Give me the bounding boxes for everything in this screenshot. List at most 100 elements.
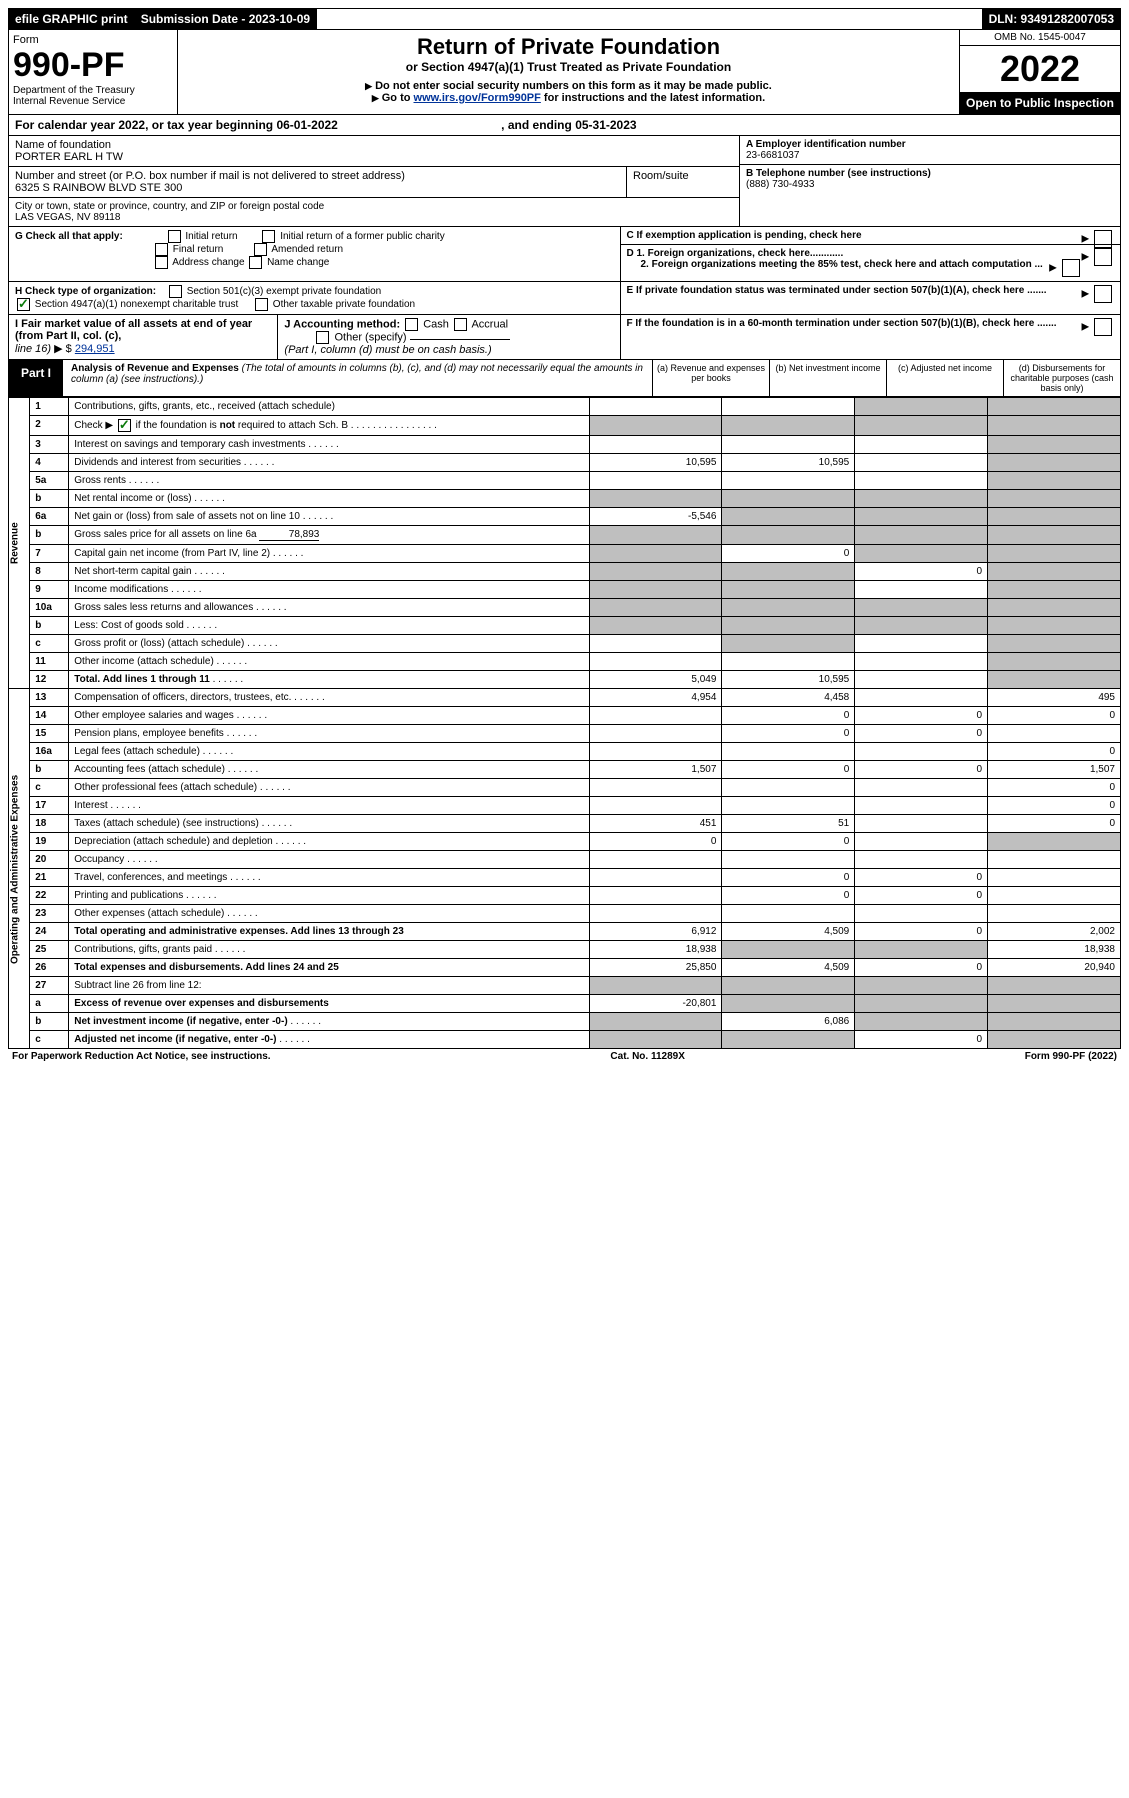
line-description: Excess of revenue over expenses and disb… xyxy=(69,995,589,1013)
amount-col-a: 4,954 xyxy=(589,689,722,707)
table-row: bLess: Cost of goods sold . . . . . . xyxy=(9,617,1121,635)
amount-col-b: 10,595 xyxy=(722,671,855,689)
line-description: Total operating and administrative expen… xyxy=(69,923,589,941)
opt-name: Name change xyxy=(267,257,329,268)
amount-col-b xyxy=(722,472,855,490)
cat-number: Cat. No. 11289X xyxy=(610,1051,684,1062)
amount-col-b xyxy=(722,905,855,923)
initial-former-checkbox[interactable] xyxy=(262,230,275,243)
table-row: 26Total expenses and disbursements. Add … xyxy=(9,959,1121,977)
h-other-checkbox[interactable] xyxy=(255,298,268,311)
ein-value: 23-6681037 xyxy=(746,150,1114,161)
addr-label: Number and street (or P.O. box number if… xyxy=(15,170,620,182)
name-label: Name of foundation xyxy=(15,139,733,151)
amended-checkbox[interactable] xyxy=(254,243,267,256)
table-row: 12Total. Add lines 1 through 11 . . . . … xyxy=(9,671,1121,689)
line-description: Occupancy . . . . . . xyxy=(69,851,589,869)
address-change-checkbox[interactable] xyxy=(155,256,168,269)
amount-col-d xyxy=(988,398,1121,416)
phone-value: (888) 730-4933 xyxy=(746,179,1114,190)
line-description: Other income (attach schedule) . . . . .… xyxy=(69,653,589,671)
amount-col-c xyxy=(855,671,988,689)
j-cash-checkbox[interactable] xyxy=(405,318,418,331)
e-block: E If private foundation status was termi… xyxy=(621,282,1121,314)
j-accrual-checkbox[interactable] xyxy=(454,318,467,331)
f-label: F If the foundation is in a 60-month ter… xyxy=(627,318,1057,329)
f-checkbox[interactable] xyxy=(1094,318,1112,336)
irs-link[interactable]: www.irs.gov/Form990PF xyxy=(414,92,541,104)
table-row: bGross sales price for all assets on lin… xyxy=(9,526,1121,545)
form-number: 990-PF xyxy=(13,46,173,85)
amount-col-a xyxy=(589,851,722,869)
line-description: Gross sales less returns and allowances … xyxy=(69,599,589,617)
amount-col-a xyxy=(589,653,722,671)
amount-col-d xyxy=(988,851,1121,869)
amount-col-a xyxy=(589,1013,722,1031)
d2-checkbox[interactable] xyxy=(1062,259,1080,277)
room-suite: Room/suite xyxy=(626,167,739,198)
amount-col-a: 10,595 xyxy=(589,454,722,472)
header-left: Form 990-PF Department of the Treasury I… xyxy=(9,30,178,114)
amount-col-b: 6,086 xyxy=(722,1013,855,1031)
header-center: Return of Private Foundation or Section … xyxy=(178,30,960,114)
line-description: Pension plans, employee benefits . . . .… xyxy=(69,725,589,743)
amount-col-d: 2,002 xyxy=(988,923,1121,941)
line-number: 18 xyxy=(30,815,69,833)
h-label: H Check type of organization: xyxy=(15,286,156,297)
line-description: Dividends and interest from securities .… xyxy=(69,454,589,472)
amount-col-c xyxy=(855,743,988,761)
j-other-checkbox[interactable] xyxy=(316,331,329,344)
table-row: bAccounting fees (attach schedule) . . .… xyxy=(9,761,1121,779)
amount-col-c xyxy=(855,995,988,1013)
amount-col-d xyxy=(988,454,1121,472)
c-checkbox[interactable] xyxy=(1094,230,1112,248)
line-number: b xyxy=(30,1013,69,1031)
amount-col-b xyxy=(722,941,855,959)
amount-col-c: 0 xyxy=(855,959,988,977)
efile-print[interactable]: efile GRAPHIC print xyxy=(9,9,135,29)
amount-col-d xyxy=(988,725,1121,743)
final-return-checkbox[interactable] xyxy=(155,243,168,256)
city-cell: City or town, state or province, country… xyxy=(9,198,739,226)
table-row: 25Contributions, gifts, grants paid . . … xyxy=(9,941,1121,959)
address-cell: Number and street (or P.O. box number if… xyxy=(9,167,626,198)
h-4947-checkbox[interactable] xyxy=(17,298,30,311)
h-opt1: Section 501(c)(3) exempt private foundat… xyxy=(187,286,382,297)
amount-col-b xyxy=(722,599,855,617)
line-description: Total expenses and disbursements. Add li… xyxy=(69,959,589,977)
line-number: 27 xyxy=(30,977,69,995)
line-description: Travel, conferences, and meetings . . . … xyxy=(69,869,589,887)
amount-col-c xyxy=(855,815,988,833)
amount-col-d: 0 xyxy=(988,707,1121,725)
line-number: b xyxy=(30,526,69,545)
line-description: Printing and publications . . . . . . xyxy=(69,887,589,905)
c-label: C If exemption application is pending, c… xyxy=(627,230,862,241)
amount-col-c xyxy=(855,472,988,490)
info-right: A Employer identification number 23-6681… xyxy=(740,136,1120,226)
irs: Internal Revenue Service xyxy=(13,96,173,107)
d1-checkbox[interactable] xyxy=(1094,248,1112,266)
amount-col-a: -5,546 xyxy=(589,508,722,526)
schb-checkbox[interactable] xyxy=(118,419,131,432)
amount-col-c xyxy=(855,833,988,851)
line-number: 7 xyxy=(30,545,69,563)
amount-col-a xyxy=(589,725,722,743)
amount-col-b xyxy=(722,851,855,869)
e-checkbox[interactable] xyxy=(1094,285,1112,303)
amount-col-b xyxy=(722,526,855,545)
initial-return-checkbox[interactable] xyxy=(168,230,181,243)
amount-col-b: 0 xyxy=(722,833,855,851)
amount-col-b xyxy=(722,797,855,815)
h-501c3-checkbox[interactable] xyxy=(169,285,182,298)
amount-col-d: 1,507 xyxy=(988,761,1121,779)
amount-col-d xyxy=(988,995,1121,1013)
line-description: Net rental income or (loss) . . . . . . xyxy=(69,490,589,508)
dept-treasury: Department of the Treasury xyxy=(13,85,173,96)
city-label: City or town, state or province, country… xyxy=(15,201,733,212)
amount-col-d xyxy=(988,436,1121,454)
line-number: 10a xyxy=(30,599,69,617)
name-change-checkbox[interactable] xyxy=(249,256,262,269)
table-row: Operating and Administrative Expenses13C… xyxy=(9,689,1121,707)
line-description: Legal fees (attach schedule) . . . . . . xyxy=(69,743,589,761)
line-number: 13 xyxy=(30,689,69,707)
